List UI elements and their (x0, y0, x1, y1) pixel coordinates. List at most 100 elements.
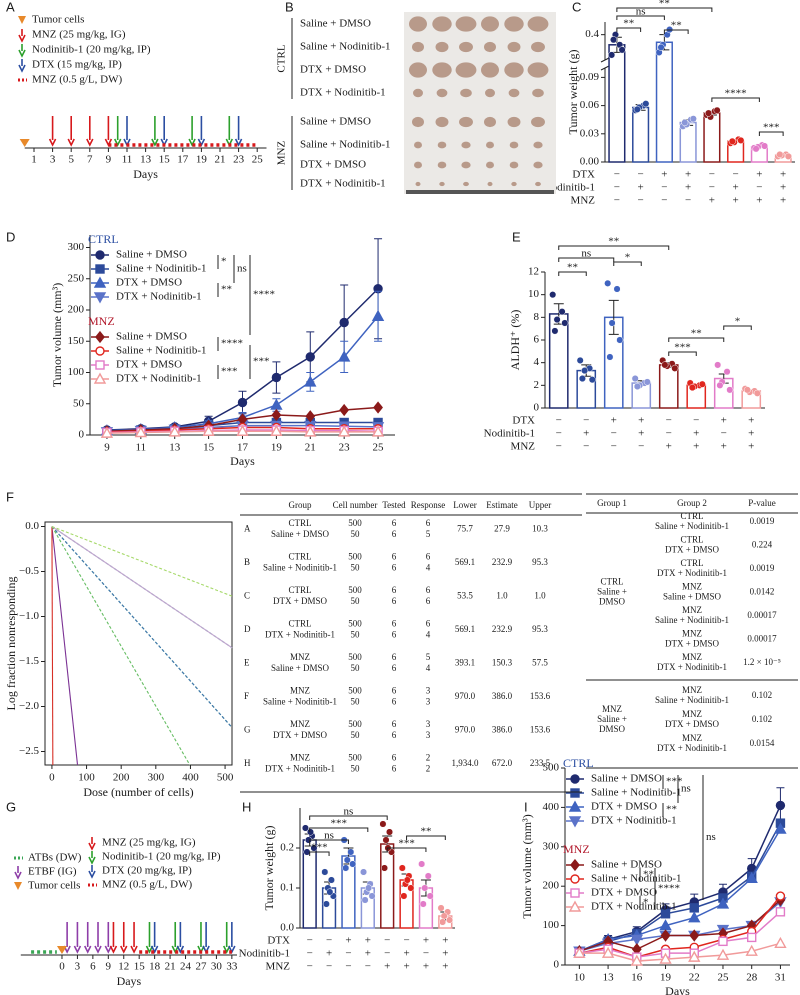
table-cell: 2 (426, 753, 431, 763)
table-cell: 970.0 (455, 725, 476, 735)
y-tick-label: −1.0 (19, 610, 39, 622)
y-tick-label: −0.5 (19, 565, 39, 577)
panel-label: E (512, 229, 521, 244)
legend-symbol (18, 29, 26, 43)
x-tick-label: 13 (140, 154, 152, 166)
design-sign: + (583, 428, 589, 440)
table-cell: 0.00017 (747, 634, 777, 644)
row-label: DTX + Nodinitib-1 (300, 178, 386, 190)
significance-label: ** (691, 328, 702, 340)
design-sign: + (365, 948, 371, 960)
x-axis-label: Dose (number of cells) (83, 785, 193, 799)
data-point (304, 375, 317, 387)
data-point (310, 844, 318, 852)
x-tick-label: 100 (78, 772, 95, 784)
data-point (326, 888, 334, 896)
design-sign: + (721, 415, 727, 427)
table-cell: 6 (392, 630, 397, 640)
significance-label: ns (706, 831, 716, 843)
table-cell: 6 (392, 686, 397, 696)
x-tick-label: 300 (148, 772, 165, 784)
x-tick-label: 31 (775, 972, 786, 984)
table-header: Tested (382, 500, 406, 510)
table-cell: 3 (426, 719, 431, 729)
data-point (439, 918, 447, 926)
panel-label: D (6, 229, 15, 244)
y-tick-label: 10 (528, 288, 540, 300)
dose-arrow (109, 922, 118, 954)
significance-label: *** (763, 122, 780, 134)
significance-bracket (386, 847, 427, 852)
dose-arrow (84, 922, 92, 954)
table-header: Group 1 (597, 498, 627, 508)
data-point (728, 137, 736, 145)
table-cell: Saline + (597, 587, 627, 597)
table-cell: G (244, 725, 251, 735)
panel-label: C (572, 0, 581, 14)
design-sign: − (556, 428, 562, 440)
table-cell: 500 (348, 753, 362, 763)
data-point (671, 364, 679, 372)
series-line (579, 899, 781, 952)
data-point (337, 425, 351, 437)
design-sign: + (423, 935, 429, 947)
data-point (743, 386, 751, 394)
x-tick-label: 25 (373, 442, 385, 454)
legend-group-title: CTRL (88, 232, 119, 246)
design-sign: + (345, 935, 351, 947)
data-point (737, 136, 745, 144)
data-point (368, 892, 376, 900)
table-cell: DTX + DMSO (273, 596, 328, 606)
tumor (414, 141, 422, 149)
tumor (481, 16, 499, 32)
tumor (463, 181, 469, 187)
significance-label: * (221, 256, 227, 268)
y-tick-label: 250 (68, 272, 85, 284)
data-point (426, 892, 434, 900)
tumor (531, 41, 545, 53)
significance-label: * (625, 252, 631, 264)
data-point (661, 361, 669, 369)
table-cell: 95.3 (532, 557, 548, 567)
significance-label: **** (221, 338, 243, 350)
y-tick-label: 300 (543, 840, 560, 852)
data-point (446, 916, 454, 924)
data-point (774, 936, 787, 949)
dose-arrow (120, 922, 128, 954)
design-sign: + (721, 441, 727, 453)
y-tick-label: 100 (543, 919, 560, 931)
y-tick-label: 0.00 (580, 156, 600, 168)
significance-bracket (309, 815, 388, 820)
design-sign: − (638, 441, 644, 453)
legend-text: DTX (15 mg/kg, IP) (32, 59, 122, 71)
legend-marker (93, 276, 107, 288)
x-axis-label: Days (665, 984, 690, 995)
tumor (507, 116, 521, 128)
y-tick-label: 8 (534, 311, 540, 323)
design-sign: − (709, 169, 715, 181)
significance-bracket (616, 27, 642, 32)
y-axis-label: ALDH⁺ (%) (508, 310, 522, 371)
data-point (301, 824, 309, 832)
x-tick-label: 9 (106, 154, 112, 166)
tumor (508, 88, 520, 98)
data-point (775, 907, 786, 917)
design-row-label: Nodinitib-1 (544, 182, 595, 194)
table-cell: 50 (351, 697, 361, 707)
table-cell: MNZ (290, 719, 310, 729)
data-point (608, 319, 616, 327)
table-header: P-value (748, 498, 776, 508)
design-row-label: Nodinitib-1 (239, 948, 290, 960)
x-tick-label: 1 (31, 154, 37, 166)
table-header: Upper (529, 500, 552, 510)
table-header: Estimate (486, 500, 518, 510)
row-label: DTX + DMSO (300, 159, 366, 171)
significance-label: * (735, 316, 741, 328)
x-tick-label: 17 (237, 442, 249, 454)
tumor (535, 181, 541, 187)
panel-label: A (6, 0, 15, 14)
x-tick-label: 15 (134, 961, 146, 973)
design-sign: − (638, 169, 644, 181)
design-sign: + (423, 961, 429, 973)
table-cell: MNZ (682, 652, 702, 662)
